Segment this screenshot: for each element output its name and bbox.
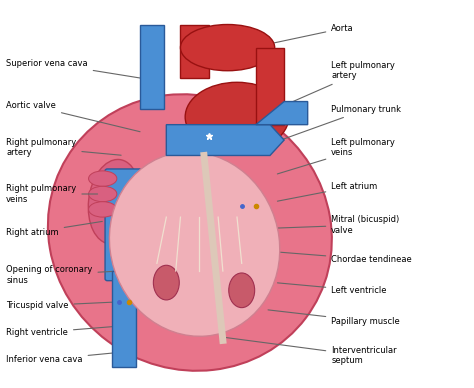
Polygon shape — [256, 102, 308, 125]
Polygon shape — [181, 24, 209, 78]
Text: Right ventricle: Right ventricle — [6, 325, 130, 337]
Text: Interventricular
septum: Interventricular septum — [221, 337, 397, 365]
Ellipse shape — [185, 82, 289, 152]
Text: Left pulmonary
veins: Left pulmonary veins — [277, 138, 395, 174]
Text: Left pulmonary
artery: Left pulmonary artery — [287, 61, 395, 104]
Text: Opening of coronary
sinus: Opening of coronary sinus — [6, 265, 117, 284]
Text: Left atrium: Left atrium — [277, 182, 377, 201]
Polygon shape — [166, 125, 284, 156]
Text: Aortic valve: Aortic valve — [6, 101, 140, 132]
Text: Tricuspid valve: Tricuspid valve — [6, 301, 117, 310]
Text: Aorta: Aorta — [273, 24, 354, 43]
Text: Mitral (bicuspid)
valve: Mitral (bicuspid) valve — [264, 215, 400, 234]
Ellipse shape — [154, 265, 179, 300]
Ellipse shape — [229, 273, 255, 308]
Ellipse shape — [88, 159, 141, 244]
Ellipse shape — [89, 186, 117, 202]
Text: Chordae tendineae: Chordae tendineae — [277, 252, 412, 264]
Text: Right pulmonary
veins: Right pulmonary veins — [6, 184, 98, 204]
Text: Right atrium: Right atrium — [6, 222, 102, 237]
Ellipse shape — [89, 171, 117, 186]
Text: Inferior vena cava: Inferior vena cava — [6, 352, 121, 364]
Polygon shape — [112, 271, 136, 367]
Ellipse shape — [181, 24, 275, 71]
Text: Pulmonary trunk: Pulmonary trunk — [273, 105, 401, 143]
Polygon shape — [256, 48, 284, 125]
Ellipse shape — [89, 202, 117, 217]
Polygon shape — [140, 24, 164, 109]
Ellipse shape — [109, 152, 280, 336]
Text: Papillary muscle: Papillary muscle — [268, 310, 400, 326]
Ellipse shape — [48, 94, 332, 371]
Text: Superior vena cava: Superior vena cava — [6, 59, 140, 78]
Text: Right pulmonary
artery: Right pulmonary artery — [6, 138, 121, 158]
FancyBboxPatch shape — [105, 169, 142, 281]
Text: Left ventricle: Left ventricle — [277, 283, 387, 295]
